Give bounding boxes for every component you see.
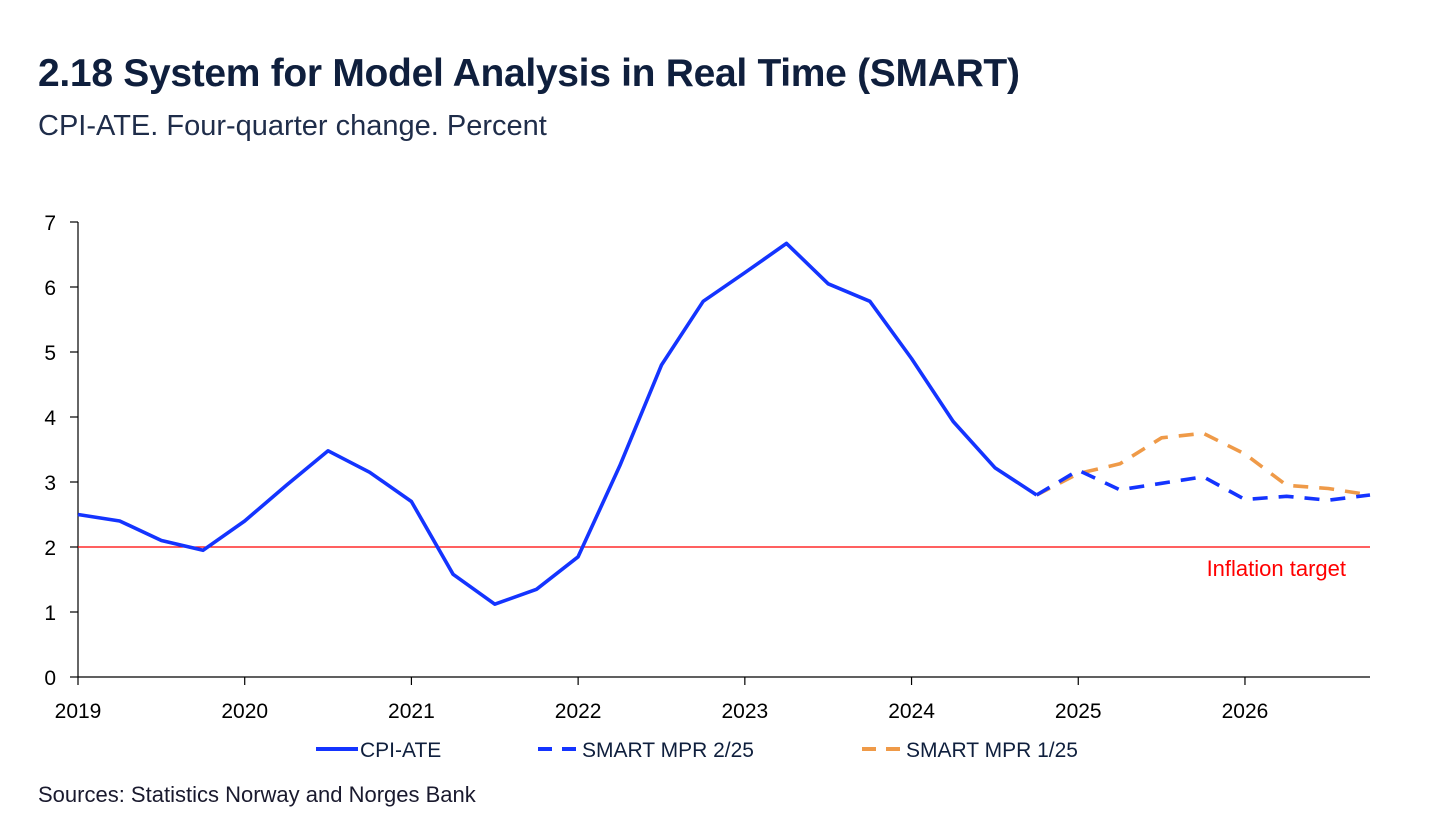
- series-line-smart-mpr-2-25: [1035, 468, 1371, 502]
- x-tick-label: 2022: [555, 700, 602, 723]
- y-tick-label: 3: [44, 472, 56, 495]
- y-tick-label: 5: [44, 342, 56, 365]
- legend-label-smart-mpr-1-25: SMART MPR 1/25: [906, 739, 1078, 762]
- legend: CPI-ATE SMART MPR 2/25 SMART MPR 1/25: [316, 739, 1078, 762]
- x-tick-label: 2023: [721, 700, 768, 723]
- chart-title: 2.18 System for Model Analysis in Real T…: [38, 52, 1020, 95]
- x-tick-label: 2019: [55, 700, 102, 723]
- x-tick-label: 2020: [221, 700, 268, 723]
- legend-label-cpi-ate: CPI-ATE: [360, 739, 441, 762]
- axes: 0 1 2 3 4 5 6 7 2019 2020 2021 2022 2023 2024 2025 2026: [44, 212, 1370, 723]
- chart-subtitle: CPI-ATE. Four-quarter change. Percent: [38, 110, 547, 142]
- series-line-cpi-ate: [77, 241, 1038, 606]
- inflation-target-label: Inflation target: [1207, 556, 1346, 581]
- source-note: Sources: Statistics Norway and Norges Ba…: [38, 782, 476, 807]
- y-tick-label: 4: [44, 407, 56, 430]
- x-tick-label: 2025: [1055, 700, 1102, 723]
- legend-label-smart-mpr-2-25: SMART MPR 2/25: [582, 739, 754, 762]
- inflation-target-layer: Inflation target: [78, 546, 1370, 581]
- y-tick-label: 2: [44, 537, 56, 560]
- series-line-smart-mpr-1-25: [1035, 431, 1371, 497]
- x-tick-label: 2021: [388, 700, 435, 723]
- x-tick-label: 2026: [1222, 700, 1269, 723]
- y-tick-label: 1: [44, 602, 56, 625]
- series-layer: [77, 241, 1371, 606]
- y-tick-label: 6: [44, 277, 56, 300]
- x-tick-label: 2024: [888, 700, 935, 723]
- y-tick-label: 0: [44, 667, 56, 690]
- y-tick-label: 7: [44, 212, 56, 235]
